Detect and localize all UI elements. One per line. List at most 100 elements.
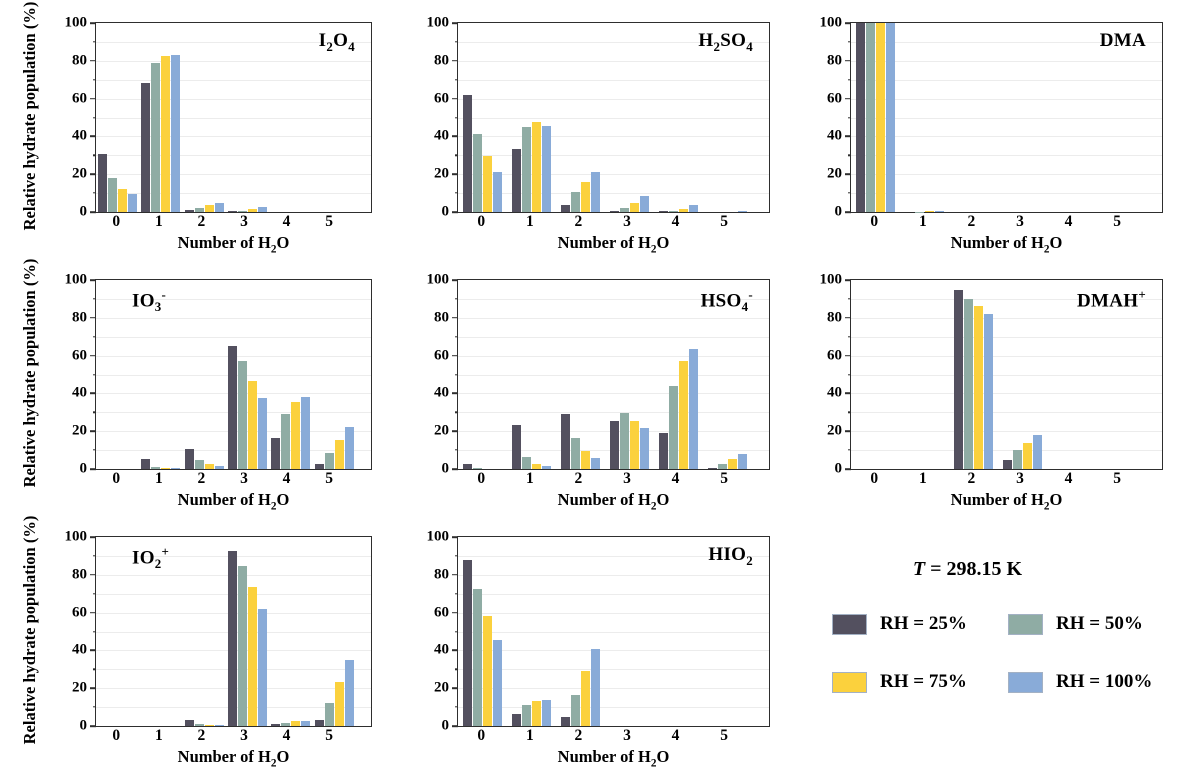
gridline [96,298,371,300]
bar-100pct [541,126,551,212]
legend-swatch-rh50 [1008,613,1043,635]
bar-50pct [521,456,531,469]
bar-100pct [590,172,600,212]
x-tick-label: 5 [1113,470,1121,487]
y-tick-label: 100 [426,14,450,31]
gridline [458,117,769,119]
y-minor-tick [92,192,96,194]
y-tick-label: 100 [819,14,843,31]
bar-25pct [511,424,521,469]
y-tick [845,392,851,395]
bar-50pct [281,722,291,726]
bar-50pct [324,703,334,726]
bar-100pct [639,195,649,212]
x-tick-labels: 0 1 2 3 4 5 [95,214,372,230]
y-minor-tick [847,298,851,300]
bar-25pct [658,211,668,212]
gridline [458,336,769,338]
x-tick-label: 2 [574,727,583,744]
y-tick-label: 80 [72,566,87,583]
bar-75pct [204,724,214,726]
y-tick [90,135,96,138]
bar-100pct [737,454,747,469]
gridline [851,431,1162,433]
bar-25pct [1002,459,1012,469]
plot-area: 0 20 40 60 80 100 I2O4 [65,15,372,219]
y-tick [90,536,96,538]
x-tick-label: 4 [282,727,291,744]
x-tick-label: 5 [720,213,728,230]
y-minor-tick [454,555,458,557]
y-minor-tick [454,630,458,633]
bar-75pct [334,681,344,726]
bar-50pct [151,62,161,212]
bar-25pct [184,720,194,726]
gridline [458,193,769,195]
x-tick-label: 2 [574,213,583,230]
y-tick [90,97,96,100]
bar-100pct [344,659,354,726]
bar-100pct [885,23,895,212]
bar-25pct [314,464,324,469]
gridline [96,79,371,81]
gridline [851,450,1162,452]
x-tick-label: 4 [671,727,680,744]
plot-area: 0 20 40 60 80 100 H2SO4 [427,15,770,219]
bar-group-3 [226,280,269,469]
y-tick [90,354,96,357]
x-tick-label: 1 [154,727,163,744]
y-tick-label: 0 [441,460,450,477]
panel-HIO2: 0 20 40 60 80 100 HIO2 0 1 2 3 4 5 Number of H2O [393,514,786,771]
bar-75pct [204,204,214,212]
y-minor-tick [454,373,458,376]
y-minor-tick [454,706,458,708]
bar-50pct [472,468,482,469]
bar-50pct [521,705,531,726]
bar-75pct [531,122,541,212]
y-axis-title: Relative hydrate population (%) [20,258,39,488]
y-tick [452,392,458,395]
y-tick [845,60,851,62]
x-axis-title: Number of H2O [557,490,670,513]
x-tick-label: 1 [918,470,927,487]
x-axis-title: Number of H2O [950,233,1063,256]
bar-50pct [963,298,973,469]
y-tick-label: 20 [827,165,842,182]
y-minor-tick [847,41,851,43]
x-axis-title: Number of H2O [950,490,1063,513]
y-tick-label: 0 [79,460,88,477]
bar-100pct [214,465,224,469]
gridline [851,136,1162,138]
bar-50pct [194,460,204,469]
y-tick [452,279,458,281]
y-tick [452,97,458,100]
y-minor-tick [847,192,851,194]
y-minor-tick [454,154,458,156]
bar-group-0 [96,23,139,212]
bar-25pct [511,713,521,726]
panel-H2SO4: 0 20 40 60 80 100 H2SO4 0 1 2 3 4 5 Number of H2O [393,0,786,257]
x-tick-labels: 0 1 2 3 4 5 [95,471,372,487]
bar-50pct [865,23,875,212]
bar-75pct [291,402,301,469]
bar-groups [851,23,1162,212]
bar-75pct [973,306,983,469]
bar-75pct [531,464,541,469]
bar-25pct [707,467,717,469]
y-tick [90,574,96,576]
x-tick-label: 1 [525,727,534,744]
x-tick-labels: 0 1 2 3 4 5 [457,214,770,230]
x-tick-label: 3 [623,470,631,487]
bar-50pct [570,192,580,212]
legend-entry-rh100: RH = 100% [1008,671,1179,693]
legend-entry-rh25: RH = 25% [832,613,1008,635]
x-tick-label: 3 [1016,470,1024,487]
y-tick-label: 60 [72,347,87,364]
bar-75pct [482,156,492,212]
legend-label-rh75: RH = 75% [880,671,967,692]
y-tick-label: 0 [834,203,843,220]
panel-title: HSO4- [700,287,753,315]
y-minor-tick [847,116,851,119]
bar-75pct [875,23,885,212]
x-tick-label: 5 [325,470,333,487]
